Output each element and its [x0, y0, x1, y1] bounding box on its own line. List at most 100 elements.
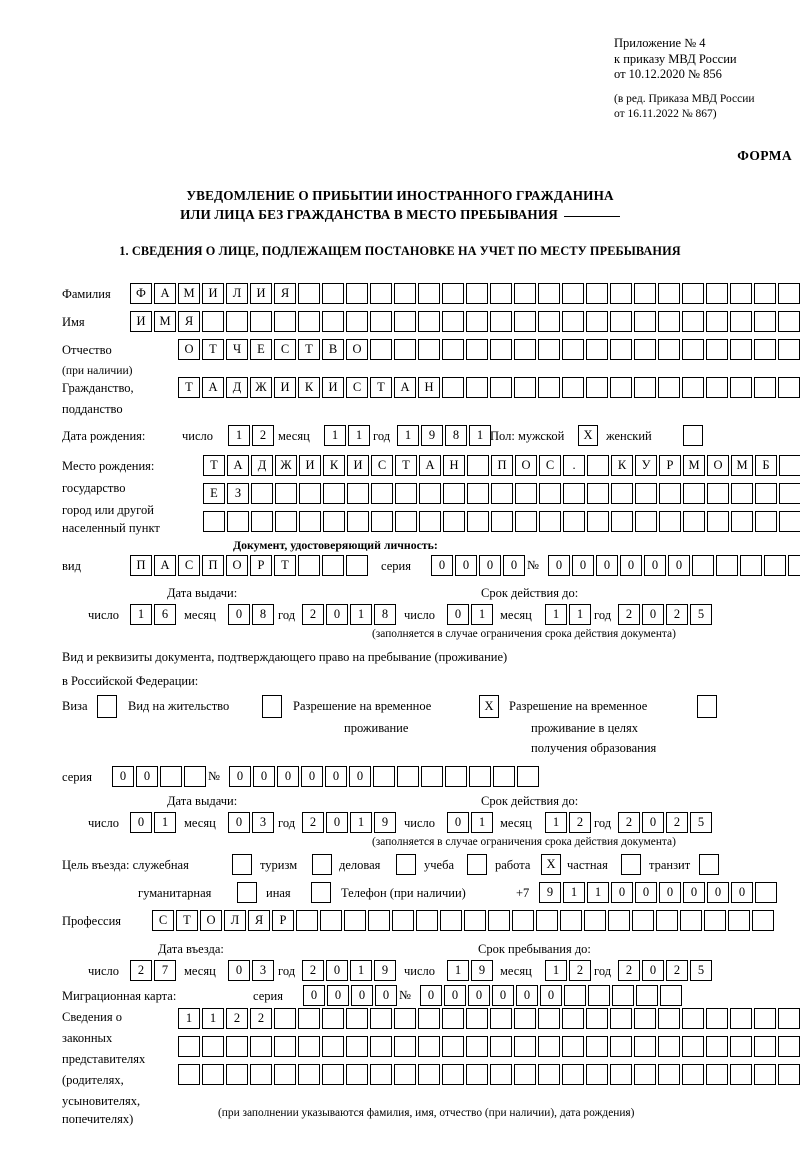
char-cell[interactable] [227, 511, 249, 532]
char-cell[interactable]: О [178, 339, 200, 360]
char-cell[interactable]: А [154, 555, 176, 576]
char-cell[interactable] [610, 339, 632, 360]
residence-permit-checkbox[interactable] [262, 695, 282, 718]
char-cell[interactable]: 8 [374, 604, 396, 625]
char-cell[interactable]: К [323, 455, 345, 476]
char-cell[interactable]: 1 [324, 425, 346, 446]
char-cell[interactable]: А [154, 283, 176, 304]
char-cell[interactable]: 6 [154, 604, 176, 625]
char-cell[interactable] [704, 910, 726, 931]
char-cell[interactable] [730, 311, 752, 332]
char-cell[interactable] [586, 1064, 608, 1085]
char-cell[interactable]: Д [251, 455, 273, 476]
char-cell[interactable]: С [346, 377, 368, 398]
char-cell[interactable] [467, 455, 489, 476]
char-cell[interactable]: Т [274, 555, 296, 576]
char-cell[interactable] [634, 339, 656, 360]
char-cell[interactable] [322, 1064, 344, 1085]
char-cell[interactable]: 0 [326, 604, 348, 625]
char-cell[interactable]: Е [203, 483, 225, 504]
char-cell[interactable] [706, 1064, 728, 1085]
char-cell[interactable] [202, 1064, 224, 1085]
char-cell[interactable] [706, 311, 728, 332]
char-cell[interactable] [442, 311, 464, 332]
char-cell[interactable] [466, 1064, 488, 1085]
char-cell[interactable]: 5 [690, 604, 712, 625]
char-cell[interactable]: 1 [130, 604, 152, 625]
char-cell[interactable] [611, 483, 633, 504]
char-cell[interactable] [442, 283, 464, 304]
char-cell[interactable] [659, 511, 681, 532]
char-cell[interactable]: 0 [351, 985, 373, 1006]
char-cell[interactable] [514, 283, 536, 304]
char-cell[interactable]: Т [178, 377, 200, 398]
char-cell[interactable] [562, 283, 584, 304]
sex-female-checkbox[interactable] [683, 425, 703, 446]
char-cell[interactable]: 2 [130, 960, 152, 981]
char-cell[interactable] [754, 339, 776, 360]
char-cell[interactable]: Я [178, 311, 200, 332]
char-cell[interactable] [586, 283, 608, 304]
char-cell[interactable] [610, 377, 632, 398]
char-cell[interactable] [346, 311, 368, 332]
char-cell[interactable] [586, 1008, 608, 1029]
char-cell[interactable]: Б [755, 455, 777, 476]
char-cell[interactable] [584, 910, 606, 931]
char-cell[interactable] [754, 283, 776, 304]
char-cell[interactable] [346, 283, 368, 304]
char-cell[interactable] [370, 339, 392, 360]
char-cell[interactable] [728, 910, 750, 931]
char-cell[interactable]: 9 [374, 960, 396, 981]
char-cell[interactable] [251, 511, 273, 532]
char-cell[interactable]: 0 [253, 766, 275, 787]
char-cell[interactable] [419, 483, 441, 504]
char-cell[interactable] [778, 339, 800, 360]
char-cell[interactable] [466, 1036, 488, 1057]
char-cell[interactable] [659, 483, 681, 504]
char-cell[interactable] [730, 1036, 752, 1057]
char-cell[interactable] [716, 555, 738, 576]
char-cell[interactable]: И [130, 311, 152, 332]
char-cell[interactable]: 0 [228, 604, 250, 625]
visa-checkbox[interactable] [97, 695, 117, 718]
char-cell[interactable]: И [299, 455, 321, 476]
char-cell[interactable] [632, 910, 654, 931]
char-cell[interactable]: 1 [563, 882, 585, 903]
char-cell[interactable]: 0 [642, 960, 664, 981]
char-cell[interactable]: М [683, 455, 705, 476]
char-cell[interactable] [730, 1064, 752, 1085]
char-cell[interactable]: О [200, 910, 222, 931]
char-cell[interactable] [755, 483, 777, 504]
char-cell[interactable]: С [178, 555, 200, 576]
char-cell[interactable] [682, 1064, 704, 1085]
char-cell[interactable] [538, 339, 560, 360]
char-cell[interactable] [323, 483, 345, 504]
char-cell[interactable]: 3 [252, 960, 274, 981]
char-cell[interactable] [442, 1064, 464, 1085]
char-cell[interactable] [226, 1036, 248, 1057]
char-cell[interactable] [563, 483, 585, 504]
char-cell[interactable] [371, 511, 393, 532]
char-cell[interactable]: 2 [666, 960, 688, 981]
char-cell[interactable] [514, 311, 536, 332]
char-cell[interactable] [418, 339, 440, 360]
char-cell[interactable] [658, 1008, 680, 1029]
char-cell[interactable] [634, 377, 656, 398]
char-cell[interactable] [490, 283, 512, 304]
char-cell[interactable]: 0 [731, 882, 753, 903]
char-cell[interactable]: 0 [540, 985, 562, 1006]
char-cell[interactable] [299, 511, 321, 532]
char-cell[interactable] [320, 910, 342, 931]
char-cell[interactable] [275, 511, 297, 532]
char-cell[interactable] [634, 283, 656, 304]
char-cell[interactable]: Ф [130, 283, 152, 304]
title-blank-line[interactable] [563, 216, 620, 217]
